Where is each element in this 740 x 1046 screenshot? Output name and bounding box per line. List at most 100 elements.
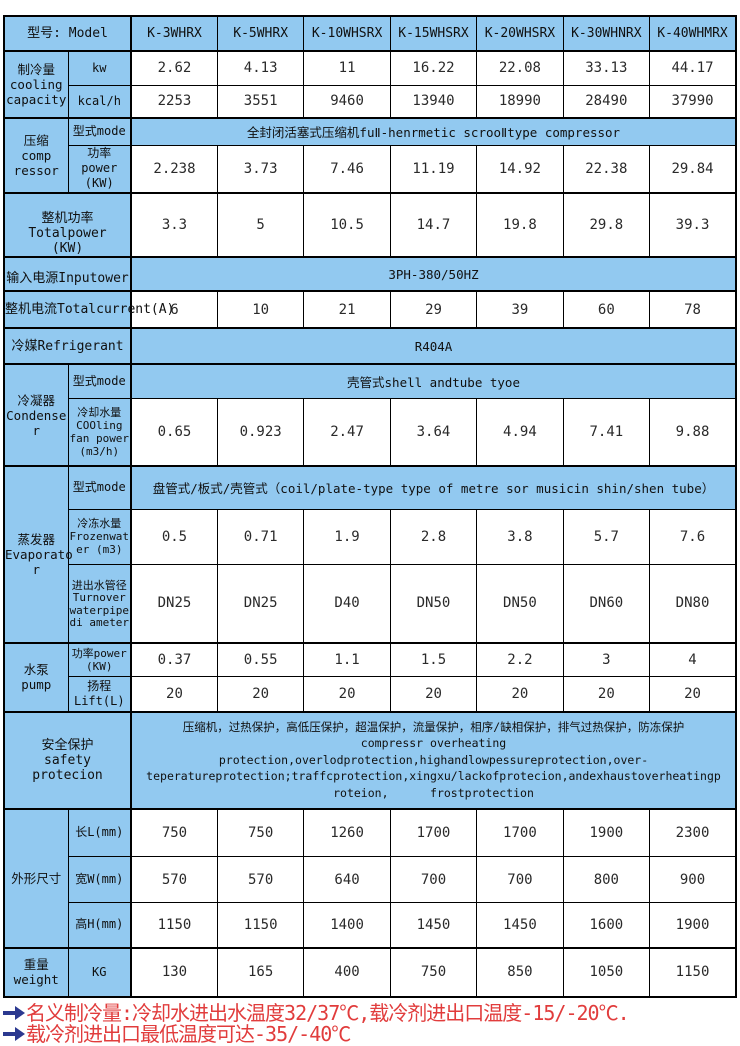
spec-value-cell: 0.923 <box>216 397 305 467</box>
spec-value-cell: 10 <box>216 290 305 329</box>
spec-value-cell: 130 <box>130 946 218 997</box>
table-row: kcal/h 2253 3551 9460 13940 18990 28490 … <box>4 84 737 119</box>
spec-value-cell: 7.6 <box>649 508 737 565</box>
spec-value-cell: 1700 <box>476 807 564 857</box>
spec-value-cell: 33.13 <box>562 50 651 86</box>
height-label: 高H(mm) <box>67 902 132 948</box>
spec-value-cell: 6 <box>130 290 218 329</box>
footnote-text: 载冷剂进出口最低温度可达-35/-40℃ <box>26 1021 351 1046</box>
compressor-power-label: 功率 power (KW) <box>67 144 132 194</box>
model-column-header: K-10WHSRX <box>303 15 391 52</box>
spec-value-cell: 20 <box>476 676 564 712</box>
spec-value-cell: 850 <box>476 946 564 997</box>
input-power-label: 输入电源Inputower <box>3 256 132 292</box>
spec-value-cell: 1600 <box>562 902 651 948</box>
spec-value-cell: 13940 <box>389 84 478 119</box>
condenser-mode-label: 型式mode <box>67 363 132 399</box>
table-row: 冷却水量 COOling fan power (m3/h) 0.65 0.923… <box>4 397 737 467</box>
spec-value-cell: 3.8 <box>476 508 564 565</box>
spec-value-cell: 2300 <box>649 807 737 857</box>
spec-value-cell: 28490 <box>562 84 651 119</box>
footnotes: 名义制冷量:冷却水进出水温度32/37℃,载冷剂进出口温度-15/-20℃. 载… <box>2 1002 740 1046</box>
total-current-label: 整机电流Totalcurrent(A) <box>3 290 174 329</box>
spec-value-cell: 4.94 <box>476 397 564 467</box>
spec-value-cell: 0.71 <box>216 508 305 565</box>
spec-value-cell: 1150 <box>649 946 737 997</box>
arrow-icon <box>2 1026 26 1042</box>
spec-value-cell: 570 <box>130 856 218 903</box>
dimensions-group-label: 外形尺寸 <box>3 807 69 948</box>
kcal-label: kcal/h <box>67 84 132 119</box>
spec-value-cell: 700 <box>389 856 478 903</box>
spec-value-cell: 9.88 <box>649 397 737 467</box>
condenser-group-label: 冷凝器 Condense r <box>3 363 69 467</box>
compressor-group-label: 压缩 comp ressor <box>3 117 69 194</box>
spec-value-cell: 400 <box>303 946 391 997</box>
table-row: 压缩 comp ressor 型式mode 全封闭活塞式压缩机fuⅡ-henrm… <box>3 117 737 194</box>
spec-value-cell: 18990 <box>476 84 564 119</box>
frozen-water-label: 冷冻水量 Frozenwat er (m3) <box>67 508 132 565</box>
spec-value-cell: 3.73 <box>216 144 305 194</box>
spec-value-cell: 22.38 <box>562 144 651 194</box>
spec-value-cell: 29 <box>389 290 478 329</box>
pump-lift-label: 扬程 Lift(L) <box>67 676 132 712</box>
table-row: 功率 power (KW) 2.238 3.73 7.46 11.19 14.9… <box>4 144 737 194</box>
pump-power-label: 功率power (KW) <box>67 641 132 677</box>
spec-value-cell: 20 <box>303 676 391 712</box>
spec-value-cell: 1.1 <box>303 641 391 677</box>
spec-value-cell: DN25 <box>130 563 218 643</box>
spec-value-cell: 0.37 <box>130 641 218 677</box>
spec-value-cell: 3 <box>562 641 651 677</box>
spec-value-cell: 2.47 <box>303 397 391 467</box>
spec-value-cell: 0.65 <box>130 397 218 467</box>
footnote-line: 名义制冷量:冷却水进出水温度32/37℃,载冷剂进出口温度-15/-20℃. <box>2 1002 740 1024</box>
table-row: 冷媒Refrigerant R404A <box>3 327 737 365</box>
table-row: 扬程 Lift(L) 20 20 20 20 20 20 20 <box>4 676 737 712</box>
water-pipe-label-cell: 进出水管径 Turnover waterpipe di ameter <box>67 563 132 643</box>
spec-value-cell: 39.3 <box>649 192 737 258</box>
spec-value-cell: 1450 <box>476 902 564 948</box>
water-pipe-label: 进出水管径 Turnover waterpipe di ameter <box>69 578 130 629</box>
spec-value-cell: 3551 <box>216 84 305 119</box>
spec-value-cell: 0.55 <box>216 641 305 677</box>
spec-value-cell: 5 <box>216 192 305 258</box>
spec-value-cell: 37990 <box>649 84 737 119</box>
compressor-mode-label: 型式mode <box>67 117 132 146</box>
spec-value-cell: 20 <box>649 676 737 712</box>
spec-value-cell: 1450 <box>389 902 478 948</box>
safety-protection-text: 压缩机，过热保护，高低压保护，超温保护，流量保护，相序/缺相保护，排气过热保护，… <box>130 710 737 809</box>
spec-value-cell: 78 <box>649 290 737 329</box>
spec-value-cell: 9460 <box>303 84 391 119</box>
spec-value-cell: 2253 <box>130 84 218 119</box>
arrow-icon <box>2 1005 26 1021</box>
total-power-label-cell: 整机功率 Totalpower (KW) <box>3 192 132 258</box>
spec-value-cell: 2.238 <box>130 144 218 194</box>
model-column-header: K-40WHMRX <box>649 15 737 52</box>
spec-value-cell: 44.17 <box>649 50 737 86</box>
spec-value-cell: 16.22 <box>389 50 478 86</box>
table-row: 安全保护 safety protecion 压缩机，过热保护，高低压保护，超温保… <box>3 710 737 809</box>
total-power-label: 整机功率 Totalpower (KW) <box>28 211 107 256</box>
spec-value-cell: 19.8 <box>476 192 564 258</box>
spec-value-cell: 14.7 <box>389 192 478 258</box>
spec-value-cell: 39 <box>476 290 564 329</box>
table-row: 整机功率 Totalpower (KW) 3.3 5 10.5 14.7 19.… <box>3 192 737 258</box>
spec-value-cell: 20 <box>130 676 218 712</box>
spec-value-cell: 7.41 <box>562 397 651 467</box>
table-row: 宽W(mm) 570 570 640 700 700 800 900 <box>4 856 737 903</box>
spec-value-cell: 7.46 <box>303 144 391 194</box>
weight-unit-label: KG <box>67 946 132 997</box>
spec-value-cell: 900 <box>649 856 737 903</box>
spec-value-cell: 1.9 <box>303 508 391 565</box>
spec-value-cell: 22.08 <box>476 50 564 86</box>
spec-value-cell: 29.8 <box>562 192 651 258</box>
spec-value-cell: 21 <box>303 290 391 329</box>
spec-value-cell: 700 <box>476 856 564 903</box>
spec-value-cell: 1150 <box>216 902 305 948</box>
model-column-header: K-15WHSRX <box>389 15 478 52</box>
model-column-header: K-20WHSRX <box>476 15 564 52</box>
table-row: 进出水管径 Turnover waterpipe di ameter DN25 … <box>4 563 737 643</box>
spec-value-cell: 10.5 <box>303 192 391 258</box>
spec-value-cell: 2.62 <box>130 50 218 86</box>
spec-value-cell: 60 <box>562 290 651 329</box>
